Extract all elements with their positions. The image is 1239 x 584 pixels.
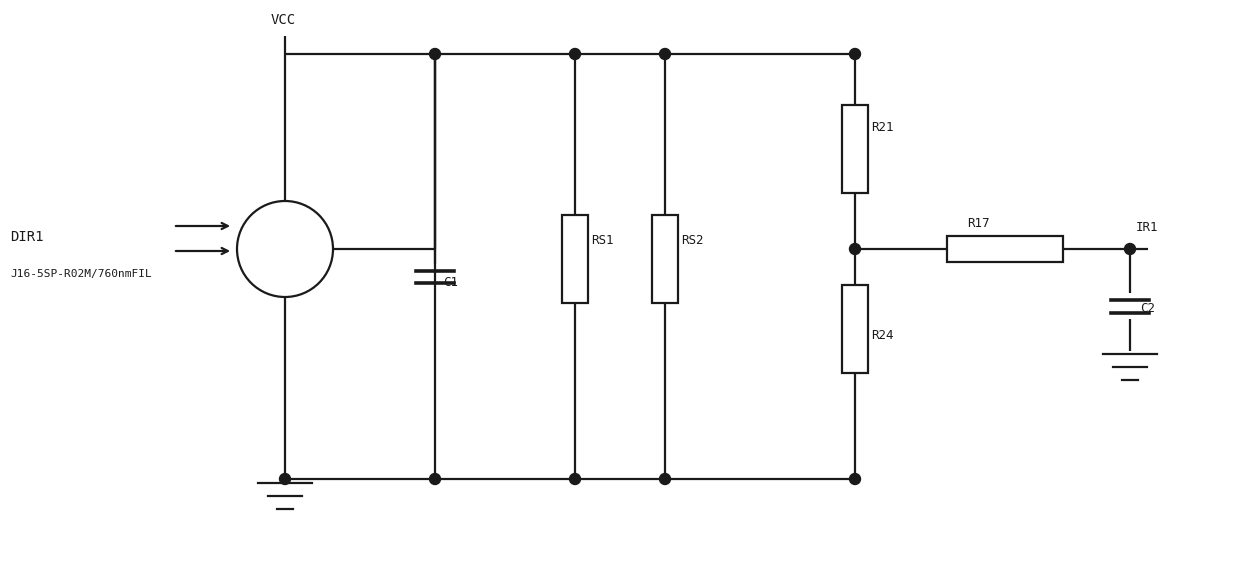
Text: RS1: RS1 xyxy=(591,234,613,247)
Circle shape xyxy=(430,474,441,485)
Text: IR1: IR1 xyxy=(1136,221,1158,234)
Text: C2: C2 xyxy=(1140,302,1155,315)
Circle shape xyxy=(1125,244,1135,255)
Circle shape xyxy=(430,48,441,60)
Bar xyxy=(652,215,678,303)
Text: R21: R21 xyxy=(871,121,893,134)
Bar xyxy=(843,285,869,373)
Text: R24: R24 xyxy=(871,329,893,342)
Circle shape xyxy=(570,48,581,60)
Circle shape xyxy=(659,474,670,485)
Circle shape xyxy=(570,474,581,485)
Circle shape xyxy=(659,48,670,60)
Circle shape xyxy=(850,244,861,255)
Text: DIR1: DIR1 xyxy=(10,230,43,244)
Bar xyxy=(947,236,1063,262)
Circle shape xyxy=(237,201,333,297)
Circle shape xyxy=(850,48,861,60)
Text: C1: C1 xyxy=(444,276,458,290)
Circle shape xyxy=(280,474,290,485)
Text: RS2: RS2 xyxy=(681,234,704,247)
Text: R17: R17 xyxy=(966,217,990,230)
Text: VCC: VCC xyxy=(270,13,296,27)
Bar xyxy=(563,215,589,303)
Circle shape xyxy=(850,474,861,485)
Bar xyxy=(843,105,869,193)
Text: J16-5SP-R02M/760nmFIL: J16-5SP-R02M/760nmFIL xyxy=(10,269,151,279)
